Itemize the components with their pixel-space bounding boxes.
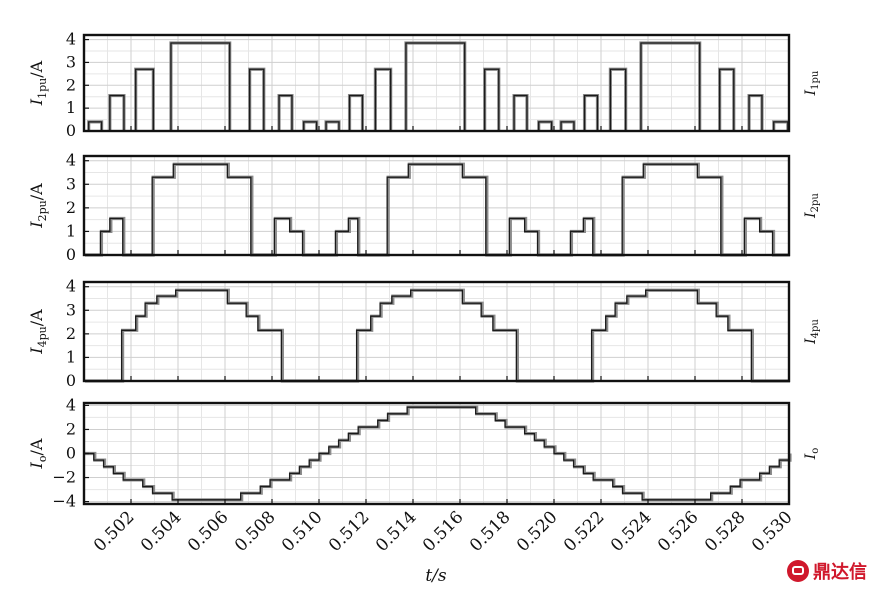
watermark-text: 鼎达信: [813, 562, 867, 583]
x-tick-label: 0.524: [607, 507, 656, 556]
y-tick-label: 1: [66, 98, 76, 117]
panel-i2: 0 1 2 3 4 I2pu/A I2pu: [27, 151, 821, 264]
x-tick-label: 0.516: [419, 507, 468, 556]
panel-frame: [82, 280, 791, 383]
y-tick-label: 0: [66, 444, 76, 463]
panel-i4: 0 1 2 3 4 I4pu/A I4pu: [27, 277, 821, 390]
panel-frame: [82, 33, 791, 133]
x-tick-label: 0.522: [560, 507, 609, 556]
y-tick-label: 0: [66, 245, 76, 264]
right-series-label: Io: [803, 448, 821, 461]
y-axis-label: Io/A: [27, 438, 49, 469]
y-axis-label: I2pu/A: [27, 183, 49, 229]
x-tick-label: 0.518: [466, 507, 515, 556]
right-series-label: I2pu: [803, 193, 821, 219]
y-tick-label: −4: [52, 492, 76, 511]
x-tick-label: 0.526: [654, 507, 703, 556]
y-tick-label: 2: [66, 198, 76, 217]
y-axis-label: I4pu/A: [27, 309, 49, 355]
y-tick-label: 3: [66, 300, 76, 319]
right-series-label: I4pu: [803, 319, 821, 345]
y-axis-label: I1pu/A: [27, 60, 49, 106]
series-io: [84, 406, 790, 501]
panel-frame: [82, 154, 791, 257]
y-tick-label: 4: [66, 30, 76, 49]
y-tick-label: 0: [66, 121, 76, 140]
x-tick-label: 0.512: [325, 507, 374, 556]
y-tick-label: 4: [66, 277, 76, 296]
y-tick-label: 3: [66, 52, 76, 71]
y-tick-label: 2: [66, 419, 76, 438]
series-i4-shadow: [85, 288, 790, 383]
right-series-label: I1pu: [803, 70, 821, 96]
x-axis-title: t/s: [425, 566, 447, 586]
x-tick-label: 0.508: [231, 507, 280, 556]
series-i2: [84, 163, 789, 256]
x-tick-label: 0.530: [748, 507, 797, 556]
x-tick-label: 0.506: [184, 507, 233, 556]
brand-logo-icon: [787, 560, 809, 582]
watermark-logo: 鼎达信: [787, 558, 867, 584]
series-i4: [84, 289, 789, 382]
y-tick-label: −2: [52, 468, 76, 487]
x-tick-label: 0.514: [372, 507, 421, 556]
panels-group: 0 1 2 3 4 I1pu/A I1pu 0 1 2 3 4 I2pu/A I2pu 0 1 2 3 4 I4pu/…: [27, 30, 821, 511]
x-axis: 0.5020.5040.5060.5080.5100.5120.5140.516…: [90, 507, 797, 556]
y-tick-label: 0: [66, 371, 76, 390]
panel-io: −4 −2 0 2 4 Io/A Io: [27, 395, 821, 510]
y-tick-label: 4: [66, 395, 76, 414]
x-tick-label: 0.520: [513, 507, 562, 556]
x-tick-label: 0.510: [278, 507, 327, 556]
y-tick-label: 4: [66, 151, 76, 170]
series-i1-shadow: [87, 41, 790, 131]
y-tick-label: 2: [66, 75, 76, 94]
x-tick-label: 0.502: [90, 507, 139, 556]
series-i1: [88, 42, 789, 131]
x-tick-label: 0.504: [137, 507, 186, 556]
x-tick-label: 0.528: [701, 507, 750, 556]
y-tick-label: 1: [66, 221, 76, 240]
y-tick-label: 1: [66, 347, 76, 366]
y-tick-label: 3: [66, 174, 76, 193]
y-tick-label: 2: [66, 324, 76, 343]
panel-i1: 0 1 2 3 4 I1pu/A I1pu: [27, 30, 821, 140]
series-i2-shadow: [85, 162, 790, 257]
